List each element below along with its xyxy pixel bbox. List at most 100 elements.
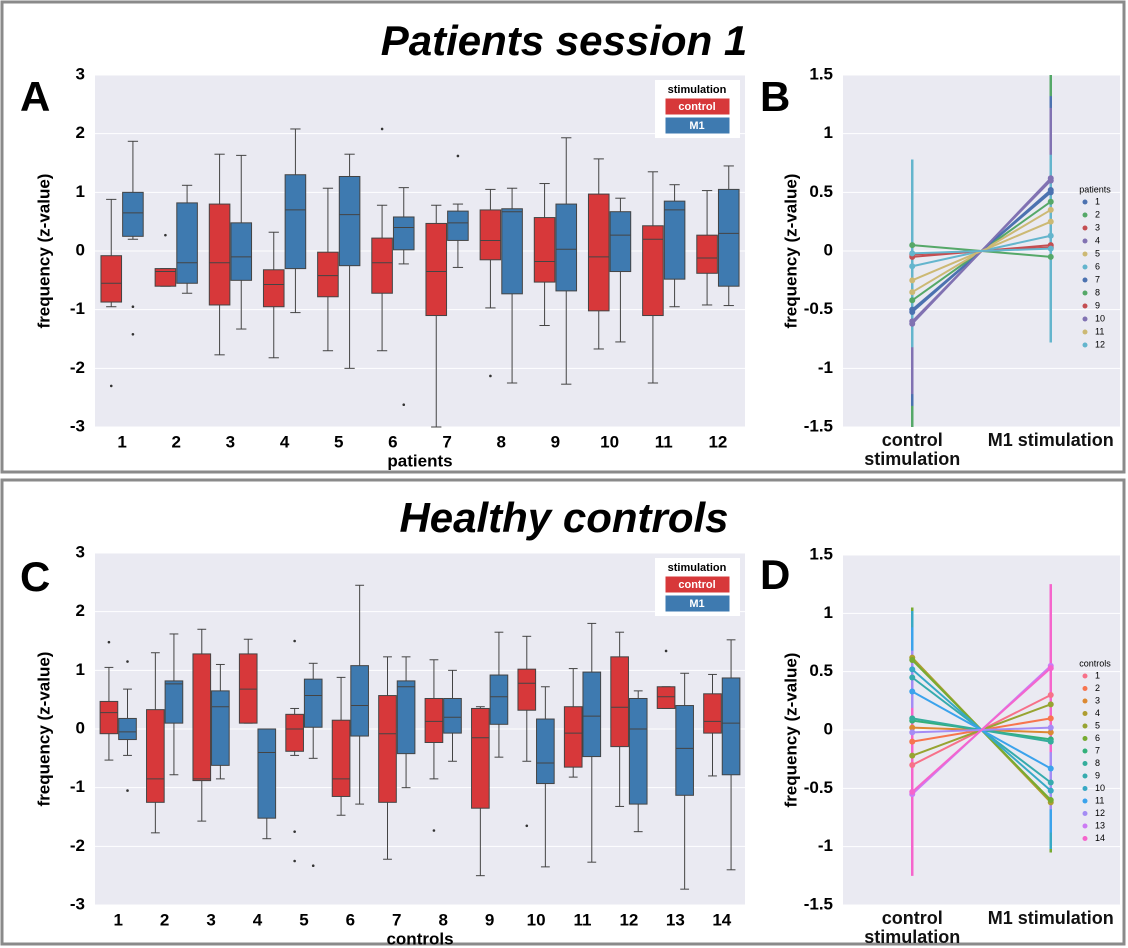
point <box>909 674 916 681</box>
x-tick-label: 10 <box>527 910 546 929</box>
legend-marker <box>1082 823 1088 829</box>
box <box>582 671 602 758</box>
legend-label: 11 <box>1095 326 1104 336</box>
x-tick-label: 1 <box>113 910 122 929</box>
y-tick-label: 1.5 <box>809 64 833 83</box>
legend-label: 3 <box>1095 695 1100 705</box>
point <box>1047 198 1054 205</box>
legend-marker <box>1082 811 1088 816</box>
box <box>284 174 307 270</box>
point <box>909 729 916 736</box>
legend-marker <box>1082 290 1088 296</box>
legend-label: 12 <box>1095 339 1105 349</box>
legend-title: patients <box>1079 184 1111 194</box>
outlier <box>402 403 406 407</box>
x-tick-label: 12 <box>619 910 638 929</box>
legend-swatch <box>664 97 731 116</box>
series-line <box>911 667 1052 793</box>
outlier <box>131 305 135 309</box>
box <box>176 202 198 284</box>
legend-label: 5 <box>1095 248 1100 258</box>
box <box>317 251 339 298</box>
box <box>696 234 718 274</box>
point <box>909 263 916 270</box>
legend-label: 6 <box>1095 261 1100 271</box>
y-tick-label: 0 <box>76 718 85 737</box>
y-tick-label: -1 <box>70 299 85 318</box>
point <box>1047 175 1054 182</box>
x-tick-label: 4 <box>253 910 263 929</box>
legend-marker <box>1082 698 1088 704</box>
box <box>350 665 369 737</box>
box <box>471 707 490 809</box>
legend-label: 1 <box>1095 196 1100 206</box>
legend-label: M1 <box>689 120 704 132</box>
y-tick-label: -1.5 <box>804 416 833 435</box>
box <box>378 695 397 803</box>
box <box>555 203 578 292</box>
section-frame <box>0 478 1126 946</box>
y-axis-title: frequency (z-value) <box>34 174 53 329</box>
x-tick-label: M1 stimulation <box>987 908 1114 928</box>
point <box>909 788 916 795</box>
box <box>533 217 556 283</box>
x-tick-label: 2 <box>160 910 169 929</box>
box <box>663 200 686 280</box>
legend-label: 7 <box>1095 745 1100 755</box>
outlier <box>489 374 492 378</box>
outlier <box>126 660 129 663</box>
box <box>331 719 351 797</box>
box <box>392 216 415 251</box>
point <box>1047 692 1054 698</box>
point <box>1047 715 1054 722</box>
legend-marker <box>1082 329 1088 335</box>
y-tick-label: 1 <box>76 182 85 201</box>
legend-label: 13 <box>1095 820 1105 830</box>
x-tick-label: 13 <box>666 910 685 929</box>
x-tick-label: 10 <box>600 432 619 451</box>
box <box>371 237 393 294</box>
legend-label: 8 <box>1095 287 1100 297</box>
point <box>1047 232 1054 239</box>
box <box>501 208 523 295</box>
point <box>1047 729 1054 736</box>
box <box>675 705 694 796</box>
legend-label: control <box>678 579 715 591</box>
outlier <box>432 829 436 832</box>
legend-marker <box>1082 225 1088 231</box>
legend-label: 1 <box>1095 670 1100 680</box>
outlier <box>107 640 111 644</box>
figure-title: Patients session 1 <box>381 17 748 64</box>
y-tick-label: -0.5 <box>804 778 833 797</box>
x-tick-label: control stimulation <box>864 430 961 469</box>
legend-marker <box>1082 773 1088 779</box>
point <box>1047 701 1054 708</box>
box <box>118 717 137 741</box>
legend-marker <box>1082 736 1088 741</box>
x-tick-label: 8 <box>438 910 447 929</box>
legend-label: 4 <box>1095 708 1100 718</box>
box <box>587 193 610 312</box>
point <box>909 752 916 759</box>
x-tick-label: 7 <box>442 432 451 451</box>
x-tick-label: 8 <box>497 432 506 451</box>
box <box>164 680 184 724</box>
legend-label: 14 <box>1095 833 1105 843</box>
x-tick-label: 11 <box>574 910 592 929</box>
y-tick-label: -1 <box>818 836 833 855</box>
legend-marker <box>1082 786 1088 791</box>
legend-label: 8 <box>1095 758 1100 768</box>
y-tick-label: 1 <box>824 123 833 142</box>
legend-title: stimulation <box>668 562 727 574</box>
y-tick-label: -2 <box>70 358 85 377</box>
box <box>211 690 230 766</box>
panel-label: B <box>760 73 790 120</box>
box <box>610 656 629 748</box>
y-tick-label: 0 <box>76 240 85 259</box>
legend-swatch <box>664 594 731 613</box>
figure-title: Healthy controls <box>399 494 728 541</box>
box <box>208 203 231 306</box>
point <box>1047 779 1054 786</box>
point <box>909 688 916 695</box>
